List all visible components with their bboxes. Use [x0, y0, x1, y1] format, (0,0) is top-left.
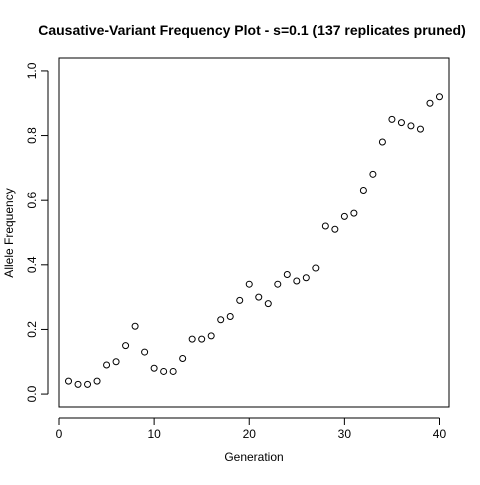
y-tick-label: 1.0 — [25, 62, 39, 79]
x-tick-label: 20 — [243, 427, 257, 441]
y-axis-label: Allele Frequency — [2, 188, 16, 277]
chart-title: Causative-Variant Frequency Plot - s=0.1… — [38, 22, 466, 38]
y-tick-label: 0.0 — [25, 385, 39, 402]
x-tick-label: 0 — [56, 427, 63, 441]
x-tick-label: 40 — [433, 427, 447, 441]
x-tick-label: 30 — [338, 427, 352, 441]
y-tick-label: 0.8 — [25, 127, 39, 144]
y-tick-label: 0.2 — [25, 321, 39, 338]
x-tick-label: 10 — [147, 427, 161, 441]
y-tick-label: 0.6 — [25, 192, 39, 209]
y-tick-label: 0.4 — [25, 256, 39, 273]
x-axis-label: Generation — [224, 450, 283, 464]
